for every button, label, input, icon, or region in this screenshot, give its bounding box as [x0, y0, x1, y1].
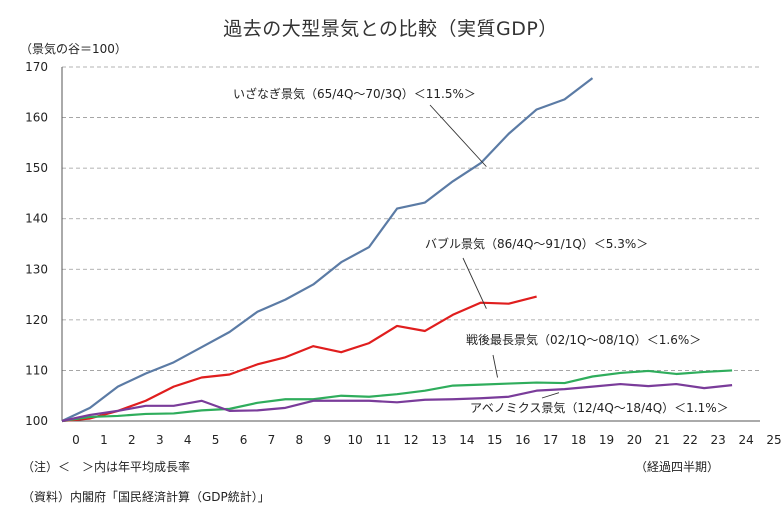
x-tick-label: 10 — [348, 433, 363, 447]
y-tick-label: 110 — [25, 363, 48, 377]
y-tick-label: 150 — [25, 161, 48, 175]
x-tick-label: 14 — [459, 433, 474, 447]
series-line — [61, 77, 594, 422]
series-line — [61, 295, 537, 423]
x-tick-label: 18 — [571, 433, 586, 447]
x-tick-label: 16 — [515, 433, 530, 447]
x-tick-label: 2 — [128, 433, 136, 447]
x-tick-label: 5 — [212, 433, 220, 447]
y-tick-label: 100 — [25, 414, 48, 428]
x-tick-label: 24 — [738, 433, 753, 447]
y-tick-label: 120 — [25, 313, 48, 327]
x-tick-label: 19 — [599, 433, 614, 447]
x-tick-label: 0 — [72, 433, 80, 447]
y-tick-label: 170 — [25, 60, 48, 74]
x-tick-label: 6 — [240, 433, 248, 447]
annotation-leader-line — [541, 392, 560, 399]
x-tick-label: 22 — [683, 433, 698, 447]
series-label: 戦後最長景気（02/1Q～08/1Q）＜1.6%＞ — [466, 332, 701, 347]
y-axis-label: （景気の谷＝100） — [20, 42, 127, 56]
x-tick-label: 13 — [431, 433, 446, 447]
series-label: アベノミクス景気（12/4Q～18/4Q）＜1.1%＞ — [470, 400, 729, 415]
series-label: いざなぎ景気（65/4Q～70/3Q）＜11.5%＞ — [233, 86, 476, 101]
x-tick-label: 8 — [296, 433, 304, 447]
x-tick-label: 3 — [156, 433, 164, 447]
x-tick-label: 15 — [487, 433, 502, 447]
x-tick-label: 12 — [403, 433, 418, 447]
x-axis-label: （経過四半期） — [635, 460, 720, 474]
annotation-leader-line — [492, 354, 498, 378]
series-line — [61, 369, 733, 423]
x-tick-label: 23 — [711, 433, 726, 447]
x-tick-label: 7 — [268, 433, 276, 447]
x-tick-label: 17 — [543, 433, 558, 447]
annotation-leader-line — [462, 257, 487, 309]
y-tick-label: 140 — [25, 212, 48, 226]
annotation-leader-line — [429, 104, 487, 167]
y-tick-label: 160 — [25, 111, 48, 125]
x-tick-label: 9 — [323, 433, 331, 447]
x-tick-label: 11 — [375, 433, 390, 447]
x-tick-label: 21 — [655, 433, 670, 447]
x-tick-label: 1 — [100, 433, 108, 447]
x-tick-label: 4 — [184, 433, 192, 447]
x-tick-label: 20 — [627, 433, 642, 447]
chart-note: （注）＜ ＞内は年平均成長率 — [22, 460, 191, 474]
chart-source: （資料）内閣府「国民経済計算（GDP統計）」 — [22, 490, 270, 504]
y-tick-label: 130 — [25, 262, 48, 276]
series-label: バブル景気（86/4Q～91/1Q）＜5.3%＞ — [425, 236, 648, 251]
series-line — [61, 382, 733, 423]
chart-title: 過去の大型景気との比較（実質GDP） — [223, 18, 558, 40]
x-tick-label: 25 — [766, 433, 781, 447]
